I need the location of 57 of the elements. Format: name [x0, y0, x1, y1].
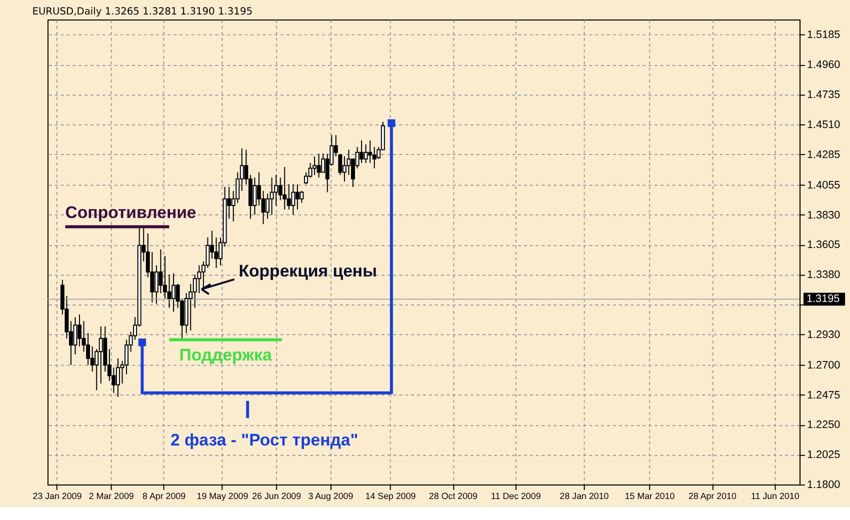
- candlestick: [316, 153, 321, 178]
- candlestick: [116, 358, 120, 398]
- x-tick-label: 11 Dec 2009: [491, 490, 541, 501]
- x-tick-label: 19 May 2009: [196, 490, 248, 501]
- x-tick-label: 14 Sep 2009: [365, 490, 416, 501]
- x-tick-label: 28 Jan 2010: [560, 490, 609, 501]
- y-tick-label: 1.4055: [806, 179, 840, 192]
- ref-line-label: 1.3195: [806, 293, 840, 306]
- y-tick-label: 1.4960: [806, 59, 840, 72]
- series-label: Поддержка: [179, 345, 272, 364]
- candlestick: [291, 184, 296, 216]
- candlestick: [368, 140, 372, 164]
- candlestick: [360, 140, 364, 164]
- series-label: Сопротивление: [65, 202, 196, 222]
- candlestick: [167, 274, 172, 308]
- candlestick: [90, 346, 94, 372]
- candlestick: [158, 248, 163, 294]
- y-tick-label: 1.2250: [806, 419, 840, 432]
- y-tick-label: 1.3380: [806, 269, 840, 282]
- chart-title: EURUSD,Daily 1.3265 1.3281 1.3190 1.3195: [32, 6, 253, 18]
- y-tick-label: 1.2930: [806, 328, 840, 341]
- candlestick: [295, 184, 300, 210]
- y-tick-label: 1.3830: [806, 209, 840, 222]
- y-tick-label: 1.2475: [806, 389, 840, 402]
- x-tick-label: 23 Jan 2009: [32, 490, 82, 501]
- candlestick: [270, 177, 274, 216]
- x-tick-label: 3 Aug 2009: [308, 490, 354, 501]
- y-tick-label: 1.5185: [806, 29, 840, 42]
- x-tick-label: 26 Jun 2009: [252, 490, 302, 501]
- x-tick-label: 15 Mar 2010: [624, 490, 675, 501]
- y-tick-label: 1.1800: [806, 479, 840, 492]
- y-tick-label: 1.4285: [806, 148, 840, 161]
- y-tick-label: 1.4510: [806, 118, 840, 131]
- candlestick: [252, 177, 257, 216]
- candlestick: [98, 326, 103, 384]
- x-tick-label: 8 Apr 2009: [142, 490, 186, 501]
- y-tick-label: 1.4735: [806, 89, 840, 102]
- candlestick: [266, 193, 270, 220]
- text: 2 фаза - "Рост тренда": [170, 430, 358, 450]
- y-tick-label: 1.2025: [806, 449, 840, 462]
- x-tick-label: 11 Jun 2010: [750, 490, 800, 501]
- candlestick: [172, 272, 176, 312]
- y-tick-label: 1.2700: [806, 359, 840, 372]
- candlestick: [73, 316, 78, 355]
- candlestick: [372, 146, 376, 169]
- x-tick-label: 28 Apr 2010: [688, 490, 736, 501]
- candlestick: [364, 144, 368, 164]
- y-tick-label: 1.3605: [806, 239, 840, 252]
- candlestick: [300, 190, 304, 204]
- candlestick: [286, 184, 291, 210]
- candlestick: [282, 166, 287, 210]
- candlestick: [312, 156, 317, 176]
- x-tick-label: 2 Mar 2009: [88, 490, 134, 501]
- candlestick: [214, 236, 218, 268]
- annotation: Коррекция цены: [238, 261, 377, 280]
- candlestick: [346, 149, 351, 176]
- x-tick-label: 28 Oct 2009: [428, 490, 478, 501]
